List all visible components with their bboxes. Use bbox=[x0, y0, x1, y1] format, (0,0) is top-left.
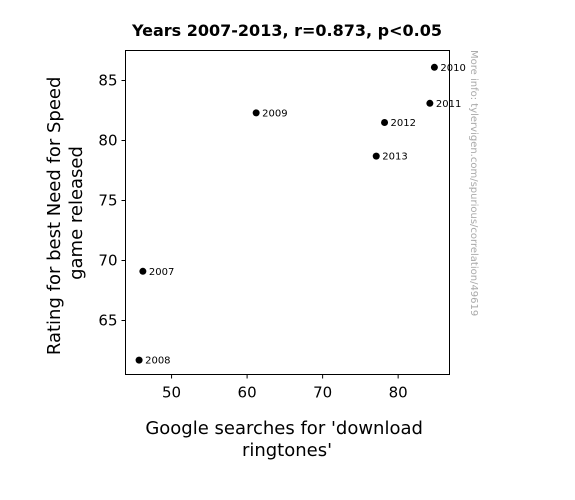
plot-area bbox=[125, 50, 450, 375]
chart-title: Years 2007-2013, r=0.873, p<0.05 bbox=[131, 21, 442, 40]
data-point-label: 2008 bbox=[145, 356, 170, 367]
x-axis: 50 60 70 80 bbox=[162, 374, 408, 402]
x-axis-label: Google searches for 'download ringtones' bbox=[145, 418, 428, 461]
x-tick-label: 50 bbox=[162, 384, 181, 402]
data-point bbox=[430, 63, 438, 71]
y-tick-label: 85 bbox=[98, 72, 117, 90]
data-point bbox=[381, 119, 389, 126]
x-tick-label: 70 bbox=[313, 384, 332, 402]
y-axis-label: Rating for best Need for Speed game rele… bbox=[44, 71, 87, 355]
y-axis: 65 70 75 80 85 bbox=[98, 72, 126, 330]
y-tick-label: 75 bbox=[98, 192, 117, 210]
x-axis-label-line-2: ringtones' bbox=[242, 440, 332, 461]
data-point-label: 2009 bbox=[262, 108, 287, 119]
y-tick-label: 80 bbox=[98, 132, 117, 150]
data-point bbox=[372, 152, 380, 160]
data-point bbox=[139, 267, 147, 275]
x-tick-label: 80 bbox=[389, 384, 408, 402]
y-tick-label: 65 bbox=[98, 312, 117, 330]
data-point-label: 2012 bbox=[391, 118, 416, 129]
data-point-label: 2011 bbox=[436, 99, 461, 110]
data-point bbox=[135, 356, 143, 364]
data-point-label: 2007 bbox=[149, 267, 174, 278]
data-point-label: 2010 bbox=[440, 63, 465, 74]
y-tick-label: 70 bbox=[98, 252, 117, 270]
data-point-label: 2013 bbox=[382, 152, 407, 163]
watermark: More info: tylervigen.com/spurious/corre… bbox=[468, 50, 479, 316]
x-tick-label: 60 bbox=[238, 384, 257, 402]
y-axis-label-line-1: Rating for best Need for Speed bbox=[44, 77, 65, 356]
data-point bbox=[426, 99, 434, 107]
data-points: 2007 2008 2009 2010 2011 2012 2013 bbox=[135, 63, 466, 367]
y-axis-label-line-2: game released bbox=[66, 146, 87, 280]
data-point bbox=[252, 109, 260, 117]
x-axis-label-line-1: Google searches for 'download bbox=[145, 418, 423, 439]
